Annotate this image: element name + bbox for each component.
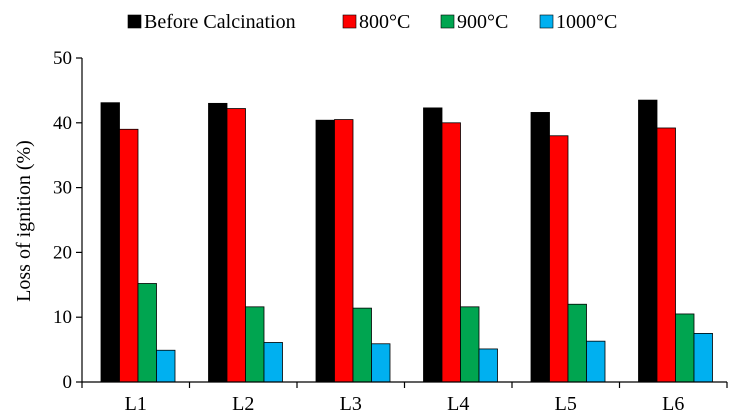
- x-tick-label-l3: L3: [340, 393, 362, 415]
- legend-swatch-3: [440, 14, 455, 29]
- bar-l1-series-2: [119, 128, 139, 383]
- bar-l6-series-1: [638, 99, 658, 383]
- x-tick-label-l6: L6: [662, 393, 684, 415]
- bar-l3-series-2: [334, 119, 354, 383]
- x-tick-label-l1: L1: [125, 393, 147, 415]
- y-tick-label: 0: [63, 372, 73, 393]
- legend-swatch-2: [342, 14, 357, 29]
- legend-label-1: Before Calcination: [144, 11, 296, 33]
- bar-l6-series-4: [693, 332, 713, 383]
- bar-l2-series-1: [208, 102, 228, 383]
- y-tick-label: 20: [53, 242, 72, 263]
- legend-label-4: 1000°C: [556, 11, 617, 33]
- bar-l4-series-2: [441, 122, 461, 383]
- bar-l2-series-2: [226, 108, 246, 383]
- bars: [100, 99, 713, 383]
- bar-l6-series-3: [675, 313, 695, 383]
- bar-l1-series-1: [100, 102, 120, 383]
- y-tick-label: 10: [53, 307, 72, 328]
- legend-label-3: 900°C: [457, 11, 508, 33]
- x-tick-label-l4: L4: [447, 393, 469, 415]
- bar-l4-series-4: [478, 348, 498, 383]
- bar-l5-series-2: [549, 135, 569, 383]
- x-axis: L1 L2 L3 L4 L5 L6: [81, 381, 728, 415]
- bar-l6-series-2: [656, 127, 676, 383]
- bar-l5-series-4: [586, 340, 606, 383]
- y-tick-label: 40: [53, 113, 72, 134]
- y-tick-label: 30: [53, 178, 72, 199]
- legend-label-2: 800°C: [359, 11, 410, 33]
- y-axis: 0 10 20 30 40 50: [53, 48, 83, 393]
- bar-l3-series-3: [352, 307, 372, 383]
- bar-l1-series-3: [137, 283, 157, 383]
- bar-l3-series-4: [371, 343, 391, 383]
- bar-l2-series-3: [245, 306, 265, 383]
- legend-swatch-4: [539, 14, 554, 29]
- bar-l4-series-1: [423, 107, 443, 383]
- bar-l3-series-1: [315, 119, 335, 383]
- bar-l5-series-3: [567, 303, 587, 383]
- legend: Before Calcination 800°C 900°C 1000°C: [127, 11, 617, 33]
- y-axis-title: Loss of ignition (%): [13, 140, 35, 302]
- bar-l1-series-4: [156, 349, 176, 383]
- legend-swatch-1: [127, 14, 142, 29]
- y-tick-label: 50: [53, 48, 72, 69]
- bar-l4-series-3: [460, 306, 480, 383]
- bar-l2-series-4: [263, 342, 283, 383]
- x-tick-label-l5: L5: [555, 393, 577, 415]
- bar-l5-series-1: [530, 112, 550, 383]
- x-tick-label-l2: L2: [232, 393, 254, 415]
